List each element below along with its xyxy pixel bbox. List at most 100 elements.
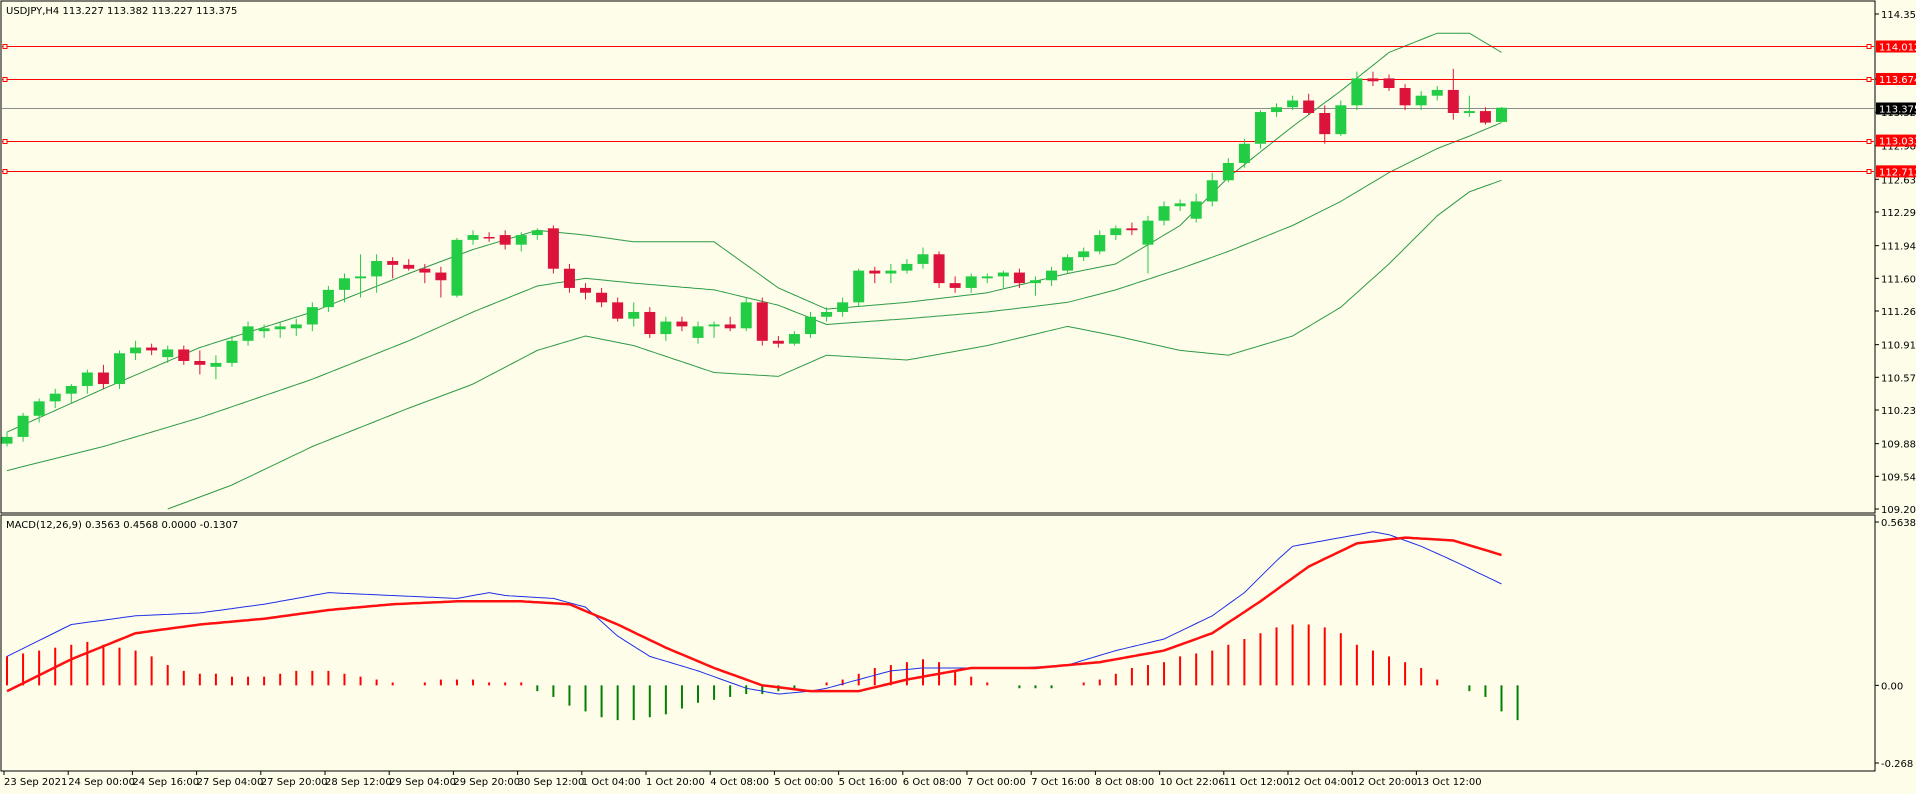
candle-body [322, 289, 334, 308]
price-tick-label: 112.980 [1881, 142, 1916, 153]
candle-body [1367, 78, 1379, 82]
candle [146, 343, 158, 356]
candle-body [1110, 228, 1122, 236]
candle [1415, 90, 1427, 111]
candle-body [853, 270, 865, 303]
candle-body [226, 340, 238, 363]
candle-body [1174, 203, 1186, 207]
candle-body [1254, 112, 1266, 144]
level-price-label-3: 113.033 [1879, 137, 1916, 148]
candle [1367, 71, 1379, 87]
price-tick-label: 109.880 [1881, 440, 1916, 451]
candle [17, 412, 29, 442]
time-tick-label: 6 Oct 08:00 [903, 777, 962, 788]
candle [451, 237, 463, 298]
level-handle-right-3 [1866, 139, 1872, 144]
price-tick-label: 112.630 [1881, 175, 1916, 186]
candle-body [1287, 100, 1299, 108]
candle [258, 324, 270, 338]
candle [499, 230, 511, 250]
current-price-label: 113.375 [1879, 105, 1916, 116]
candle [242, 321, 254, 346]
candle [1046, 266, 1058, 287]
time-tick-label: 1 Oct 20:00 [646, 777, 705, 788]
candle [1174, 199, 1186, 212]
time-tick-label: 24 Sep 00:00 [68, 777, 135, 788]
time-tick-label: 29 Sep 04:00 [389, 777, 456, 788]
candle-body [885, 270, 897, 274]
candle-body [1142, 220, 1154, 245]
candle-body [290, 324, 302, 329]
candle [194, 350, 206, 375]
price-tick-label: 111.600 [1881, 274, 1916, 285]
candle-body [515, 235, 527, 245]
candle-body [901, 263, 913, 271]
bollinger-bands [6, 32, 1502, 510]
candle [853, 268, 865, 308]
candle [483, 232, 495, 242]
time-tick-label: 5 Oct 16:00 [839, 777, 898, 788]
candle [1222, 158, 1234, 183]
candle-body [1206, 180, 1218, 202]
level-handle-right-2 [1866, 77, 1872, 82]
candle [290, 318, 302, 336]
candle [371, 254, 383, 293]
candle [1126, 222, 1138, 236]
time-tick-label: 12 Oct 04:00 [1288, 777, 1353, 788]
candle [226, 335, 238, 367]
candle-body [660, 321, 672, 335]
time-tick-label: 23 Sep 2021 [4, 777, 67, 788]
candle [355, 254, 367, 298]
candle-body [756, 302, 768, 341]
level-handle-left-1 [2, 44, 8, 49]
candle-body [563, 268, 575, 288]
time-tick-label: 29 Sep 20:00 [453, 777, 520, 788]
candle [1094, 230, 1106, 255]
candle-body [676, 321, 688, 327]
candle [338, 273, 350, 303]
candle-body [49, 393, 61, 402]
candle-body [933, 254, 945, 284]
candle-body [1046, 270, 1058, 281]
candle [821, 307, 833, 322]
level-handle-left-2 [2, 77, 8, 82]
candle [644, 307, 656, 338]
candle-body [821, 311, 833, 317]
candle [1078, 247, 1090, 262]
candle [1062, 254, 1074, 274]
candle-body [65, 385, 77, 394]
candle [322, 286, 334, 312]
candle-body [692, 326, 704, 338]
candle-body [949, 283, 961, 288]
time-tick-label: 28 Sep 12:00 [325, 777, 392, 788]
candle-body [371, 261, 383, 277]
candle-body [483, 236, 495, 239]
candle-body [531, 230, 543, 236]
candle [467, 230, 479, 245]
bollinger-upper-band [6, 32, 1502, 433]
bollinger-lower-band [167, 179, 1502, 510]
candle-body [1013, 272, 1025, 284]
candle-body [869, 270, 881, 274]
price-tick-label: 110.570 [1881, 373, 1916, 384]
candle [1271, 103, 1283, 117]
candle-body [178, 349, 190, 361]
macd-tick-label: 0.5638 [1881, 518, 1916, 529]
level-price-box-2 [1876, 72, 1916, 85]
candle [65, 384, 77, 404]
candle [869, 266, 881, 284]
candle-body [242, 326, 254, 341]
candle-body [547, 228, 559, 269]
level-handle-left-3 [2, 139, 8, 144]
candle-body [788, 334, 800, 344]
candle [612, 297, 624, 322]
candle-body [837, 302, 849, 312]
time-tick-label: 7 Oct 16:00 [1031, 777, 1090, 788]
candle [708, 321, 720, 338]
price-tick-label: 109.200 [1881, 505, 1916, 516]
candle [274, 321, 286, 338]
candle-body [612, 302, 624, 319]
